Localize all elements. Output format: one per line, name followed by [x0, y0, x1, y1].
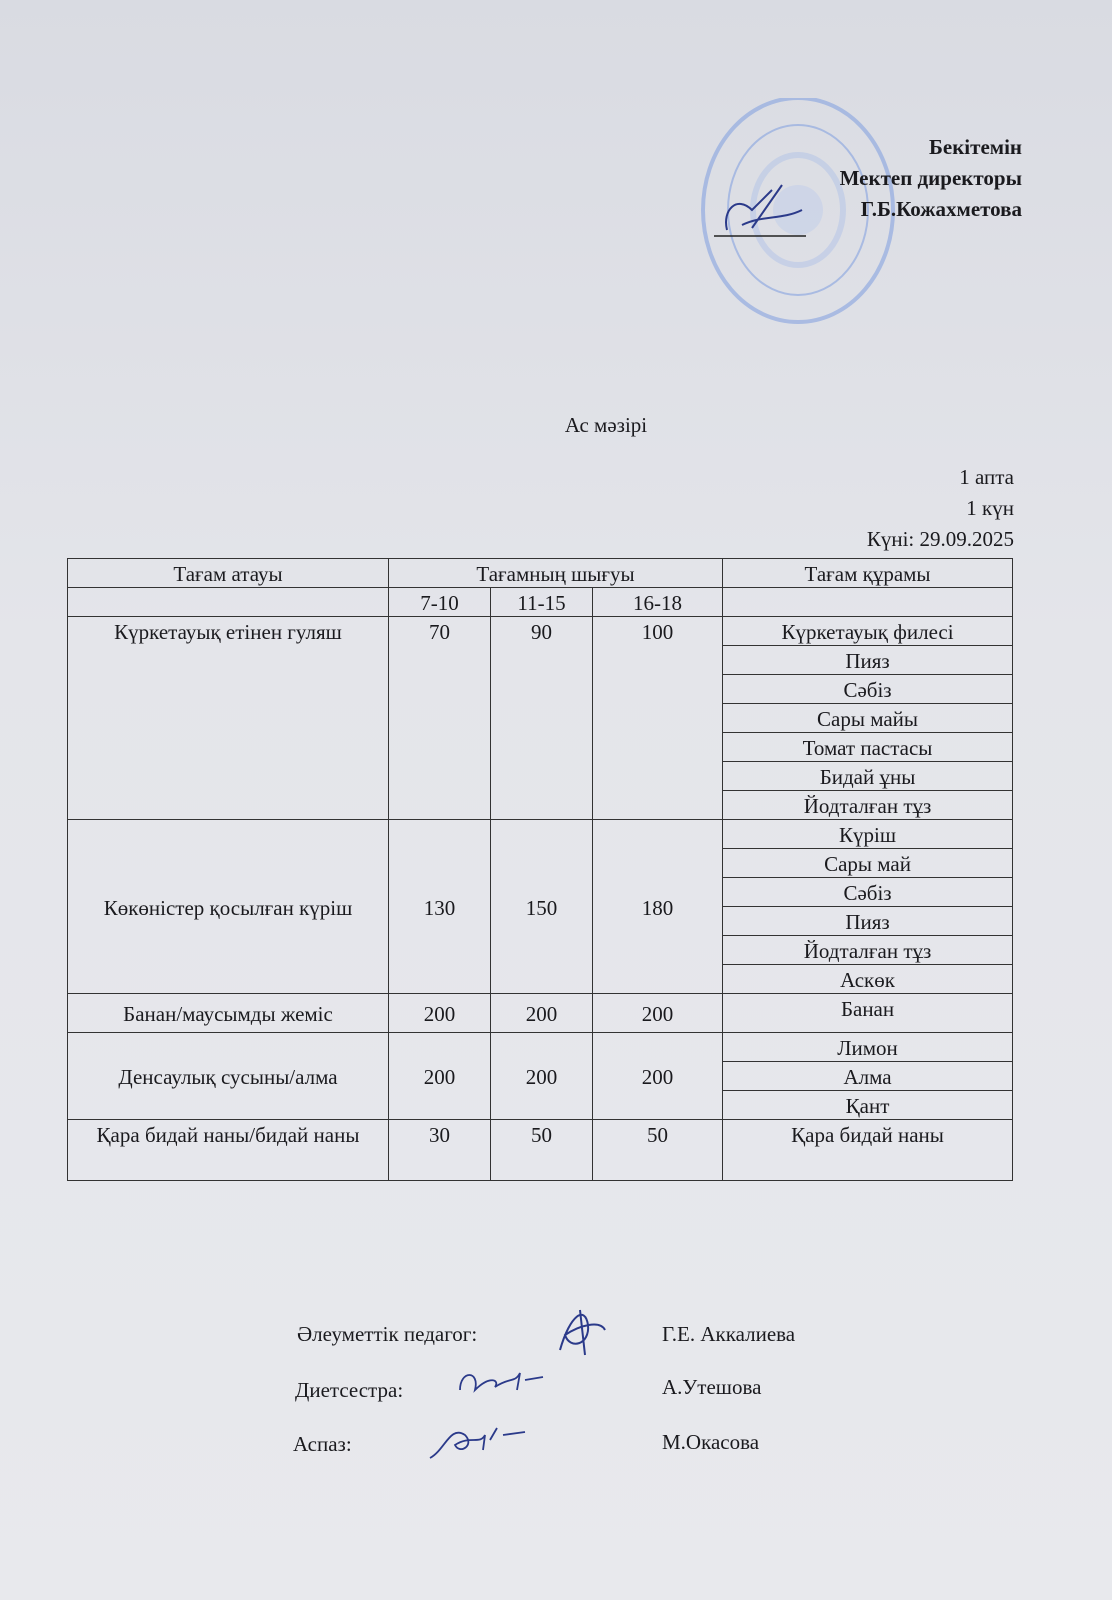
table-row: Сәбіз	[68, 674, 1014, 704]
table-row: Қант	[68, 1090, 1014, 1120]
ingredient: Лимон	[722, 1032, 1014, 1062]
signature-role: Әлеуметтік педагог:	[297, 1322, 478, 1346]
ingredient: Пияз	[722, 906, 1014, 936]
table-row: Пияз	[68, 906, 1014, 936]
dish-name: Банан/маусымды жеміс	[67, 993, 389, 1033]
header-yield: Тағамның шығуы	[387, 558, 724, 588]
portion-value: 200	[388, 993, 491, 1033]
table-row: Денсаулық сусыны/алма 200 200 200 Лимон	[67, 1032, 1014, 1120]
approval-position: Мектеп директоры	[839, 166, 1022, 190]
ingredient: Пияз	[722, 645, 1014, 675]
signature-role: Диетсестра:	[295, 1378, 404, 1402]
portion-value: 30	[388, 1119, 491, 1181]
ingredient: Күріш	[722, 819, 1014, 849]
ingredient: Сары май	[722, 848, 1014, 878]
cook-signature	[429, 1427, 526, 1459]
table-row: Сары май	[68, 848, 1014, 878]
table-row: Томат пастасы	[68, 732, 1014, 762]
age-group-row: 7-10 11-15 16-18	[67, 587, 1014, 617]
signature-name: М.Окасова	[662, 1430, 760, 1454]
age-group-header: 11-15	[490, 587, 593, 617]
ingredient: Томат пастасы	[722, 732, 1014, 762]
table-cell	[722, 587, 1014, 617]
table-row: Йодталған тұз	[68, 790, 1014, 820]
header-composition: Тағам құрамы	[722, 558, 1014, 588]
table-row: Қара бидай наны/бидай наны 30 50 50 Қара бид…	[67, 1119, 1014, 1181]
table-row: Пияз	[68, 645, 1014, 675]
ingredient: Күркетауық филесі	[722, 616, 1014, 646]
week-label: 1 апта	[959, 465, 1014, 489]
portion-value: 180	[591, 819, 724, 994]
signature-name: Г.Е. Аккалиева	[662, 1322, 796, 1346]
dish-name: Көкөністер қосылған күріш	[67, 819, 389, 994]
signature-name: А.Утешова	[662, 1375, 762, 1399]
dish-name: Қара бидай наны/бидай наны	[67, 1119, 389, 1181]
approval-title: Бекітемін	[928, 135, 1022, 159]
table-row: Банан/маусымды жеміс 200 200 200 Банан	[67, 993, 1014, 1033]
dietitian-signature	[459, 1372, 544, 1393]
ingredient: Бидай ұны	[722, 761, 1014, 791]
pedagog-signature	[559, 1309, 606, 1356]
table-row: Бидай ұны	[68, 761, 1014, 791]
menu-meta: 1 апта 1 күн Күні: 29.09.2025	[867, 462, 1014, 555]
ingredient: Сәбіз	[722, 877, 1014, 907]
header-row: Тағам атауы Тағамның шығуы Тағам құрамы	[67, 558, 1014, 588]
portion-value: 50	[591, 1119, 724, 1181]
portion-value: 200	[591, 1032, 724, 1120]
ingredient: Аскөк	[722, 964, 1014, 994]
ingredient: Алма	[722, 1061, 1014, 1091]
date-label: Күні: 29.09.2025	[866, 527, 1014, 551]
signature-role: Аспаз:	[293, 1432, 352, 1456]
day-label: 1 күн	[966, 496, 1014, 520]
portion-value: 150	[490, 819, 593, 994]
dish-name: Денсаулық сусыны/алма	[67, 1032, 389, 1120]
menu-table: Тағам атауы Тағамның шығуы Тағам құрамы 7-1…	[67, 558, 1014, 1181]
ingredient: Йодталған тұз	[722, 935, 1014, 965]
portion-value: 50	[490, 1119, 593, 1181]
portion-value: 200	[490, 993, 593, 1033]
ingredient: Банан	[722, 993, 1014, 1033]
approval-name: Г.Б.Кожахметова	[860, 197, 1022, 221]
portion-value: 90	[490, 616, 593, 820]
portion-value: 70	[388, 616, 491, 820]
page-title: Ас мәзірі	[564, 413, 648, 437]
portion-value: 130	[388, 819, 491, 994]
table-row: Йодталған тұз	[68, 935, 1014, 965]
table-row: Аскөк	[68, 964, 1014, 994]
ingredient: Сары майы	[722, 703, 1014, 733]
portion-value: 100	[591, 616, 724, 820]
portion-value: 200	[591, 993, 724, 1033]
ingredient: Қант	[722, 1090, 1014, 1120]
ingredient: Қара бидай наны	[722, 1119, 1014, 1181]
header-name: Тағам атауы	[67, 558, 389, 588]
table-row: Күркетауық етінен гуляш 70 90 100 Күркетауық…	[67, 616, 1014, 820]
age-group-header: 16-18	[591, 587, 724, 617]
portion-value: 200	[388, 1032, 491, 1120]
table-row: Алма	[68, 1061, 1014, 1091]
director-signature	[714, 184, 806, 237]
ingredient: Йодталған тұз	[722, 790, 1014, 820]
dish-name: Күркетауық етінен гуляш	[67, 616, 389, 820]
ingredient: Сәбіз	[722, 674, 1014, 704]
table-row: Сәбіз	[68, 877, 1014, 907]
portion-value: 200	[490, 1032, 593, 1120]
table-row: Көкөністер қосылған күріш 130 150 180 Күріш	[67, 819, 1014, 994]
approval-block: Бекітемін Мектеп директоры Г.Б.Кожахмето…	[840, 132, 1022, 225]
age-group-header: 7-10	[388, 587, 491, 617]
table-cell	[67, 587, 389, 617]
